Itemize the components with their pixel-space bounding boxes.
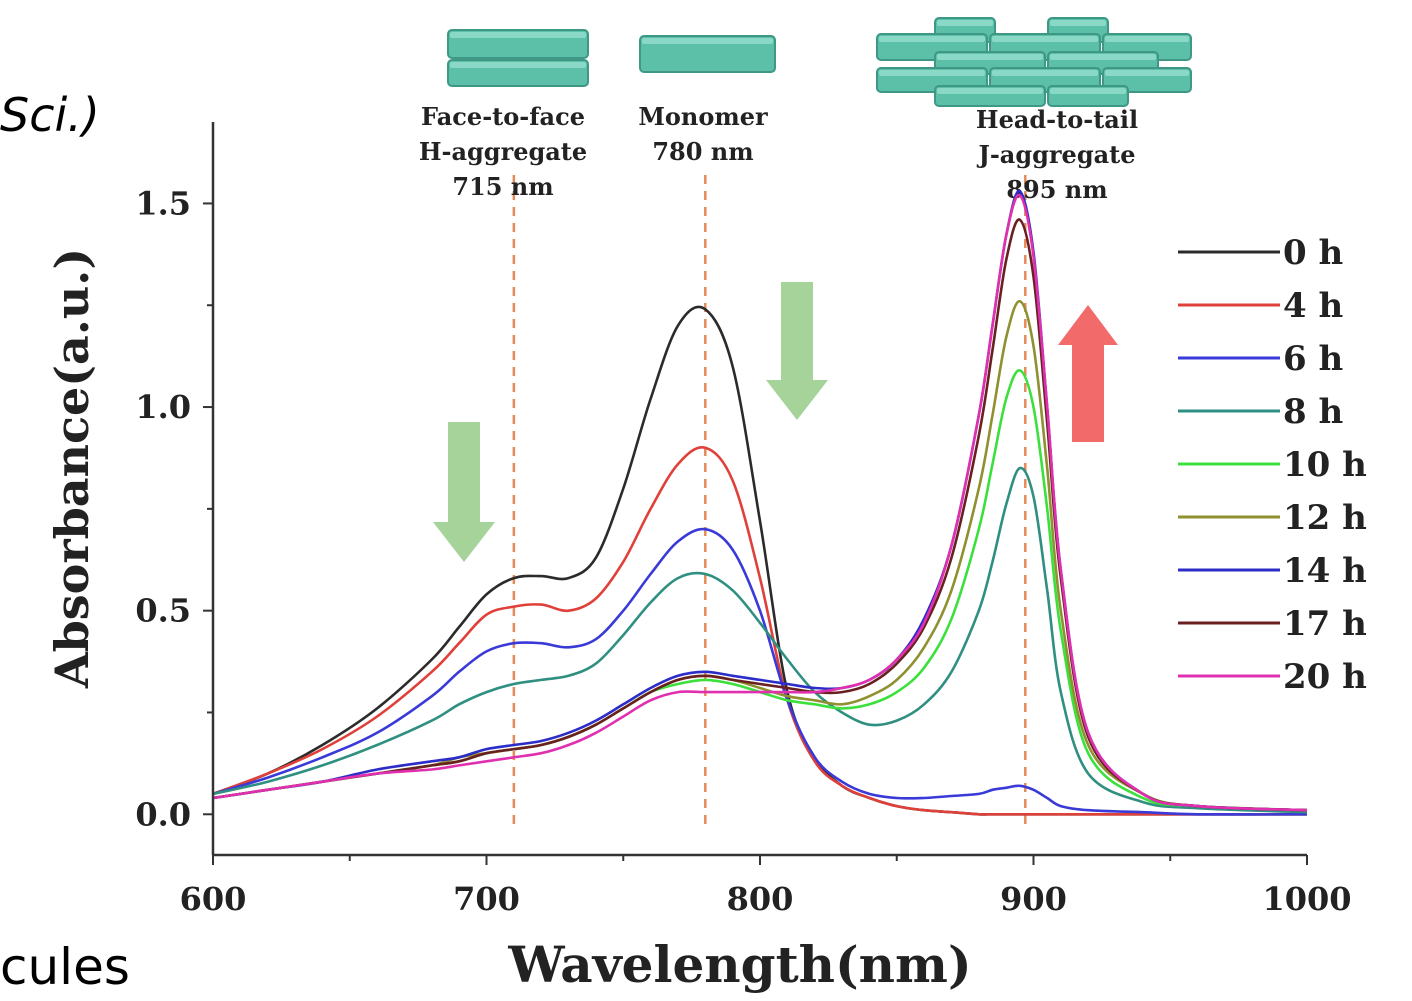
annotation-text: 715 nm — [452, 172, 553, 201]
h-aggregate-block-bottom-highlight — [450, 62, 586, 68]
x-axis-label: Wavelength(nm) — [507, 935, 971, 994]
legend-label: 14 h — [1283, 551, 1367, 591]
y-tick-label: 1.5 — [135, 184, 191, 222]
monomer-block — [639, 35, 776, 73]
j-aggregate-block-highlight — [879, 36, 985, 42]
legend-label: 6 h — [1283, 339, 1343, 379]
guide-lines — [512, 175, 1027, 828]
j-aggregate-block-highlight — [1050, 54, 1156, 60]
legend-label: 20 h — [1283, 657, 1367, 697]
annotation-text: H-aggregate — [419, 137, 587, 166]
j-aggregate-block-highlight — [879, 70, 985, 76]
j-aggregate-block-highlight — [1105, 70, 1189, 76]
y-tick-label: 0.0 — [135, 795, 191, 833]
legend: 0 h 4 h 6 h 8 h 10 h 12 h 14 h 17 h 20 h — [1178, 233, 1367, 697]
annotation-text: 780 nm — [652, 137, 753, 166]
j-aggregate-block-highlight — [1050, 88, 1126, 94]
monomer-block-highlight — [642, 38, 773, 44]
up-arrow-j-aggregate — [1058, 305, 1118, 442]
legend-label: 17 h — [1283, 604, 1367, 644]
annotation-text: J-aggregate — [976, 140, 1135, 169]
x-tick-label: 900 — [1000, 880, 1067, 918]
annotation-text: Face-to-face — [421, 102, 585, 131]
h-aggregate-block-top-highlight — [450, 32, 586, 38]
peak-annotations: Face-to-face H-aggregate 715 nm Monomer 780 … — [419, 102, 1138, 204]
j-aggregate-block-highlight — [1050, 20, 1106, 26]
down-arrow-h-aggregate — [433, 422, 495, 562]
annotation-text: Head-to-tail — [976, 105, 1138, 134]
annotation-text: Monomer — [638, 102, 768, 131]
j-aggregate-block-highlight — [1105, 36, 1189, 42]
trend-arrows — [433, 282, 1118, 562]
series-line-4h — [212, 446, 1307, 816]
x-tick-label: 800 — [727, 880, 794, 918]
cropped-text-top-left: Sci.) — [0, 88, 100, 142]
x-tick-label: 1000 — [1262, 880, 1351, 918]
y-tick-label: 0.5 — [135, 592, 191, 630]
x-tick-label: 600 — [180, 880, 247, 918]
series-line-0h — [212, 305, 1307, 816]
down-arrow-monomer — [766, 282, 828, 420]
legend-label: 10 h — [1283, 445, 1367, 485]
spectra-series — [212, 189, 1308, 816]
series-line-6h — [212, 527, 1308, 816]
x-tick-label: 700 — [453, 880, 520, 918]
series-line-8h — [212, 466, 1308, 814]
aggregate-schematics — [447, 17, 1192, 107]
series-line-20h — [212, 193, 1308, 812]
j-aggregate-block-highlight — [937, 20, 993, 26]
cropped-text-bottom-left: cules — [0, 938, 130, 996]
legend-label: 12 h — [1283, 498, 1367, 538]
legend-label: 0 h — [1283, 233, 1343, 273]
legend-label: 4 h — [1283, 286, 1343, 326]
y-tick-label: 1.0 — [135, 388, 191, 426]
y-axis-label: Absorbance(a.u.) — [45, 248, 99, 689]
axes: 600 700 800 900 1000 0.0 0.5 1.0 1.5 — [135, 122, 1352, 918]
j-aggregate-block-highlight — [992, 36, 1098, 42]
j-aggregate-block-highlight — [937, 54, 1043, 60]
j-aggregate-block-highlight — [937, 88, 1043, 94]
legend-label: 8 h — [1283, 392, 1343, 432]
j-aggregate-block-highlight — [992, 70, 1098, 76]
